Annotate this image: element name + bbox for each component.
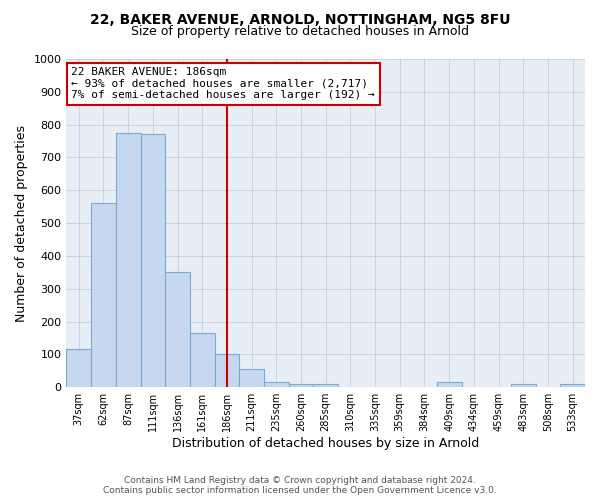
Bar (116, 133, 140, 387)
Bar (67, 350, 91, 387)
Bar (165, 272, 190, 387)
Bar (215, 354, 239, 387)
Bar (140, 134, 165, 387)
Bar (289, 384, 313, 387)
Bar (560, 384, 585, 387)
Bar (264, 382, 289, 387)
Bar (437, 382, 461, 387)
Y-axis label: Number of detached properties: Number of detached properties (15, 124, 28, 322)
Bar (313, 384, 338, 387)
Bar (239, 369, 264, 387)
X-axis label: Distribution of detached houses by size in Arnold: Distribution of detached houses by size … (172, 437, 479, 450)
Text: Size of property relative to detached houses in Arnold: Size of property relative to detached ho… (131, 25, 469, 38)
Text: Contains HM Land Registry data © Crown copyright and database right 2024.
Contai: Contains HM Land Registry data © Crown c… (103, 476, 497, 495)
Bar (91, 204, 116, 387)
Text: 22 BAKER AVENUE: 186sqm
← 93% of detached houses are smaller (2,717)
7% of semi-: 22 BAKER AVENUE: 186sqm ← 93% of detache… (71, 67, 375, 100)
Text: 22, BAKER AVENUE, ARNOLD, NOTTINGHAM, NG5 8FU: 22, BAKER AVENUE, ARNOLD, NOTTINGHAM, NG… (90, 12, 510, 26)
Bar (511, 384, 536, 387)
Bar (190, 333, 215, 387)
